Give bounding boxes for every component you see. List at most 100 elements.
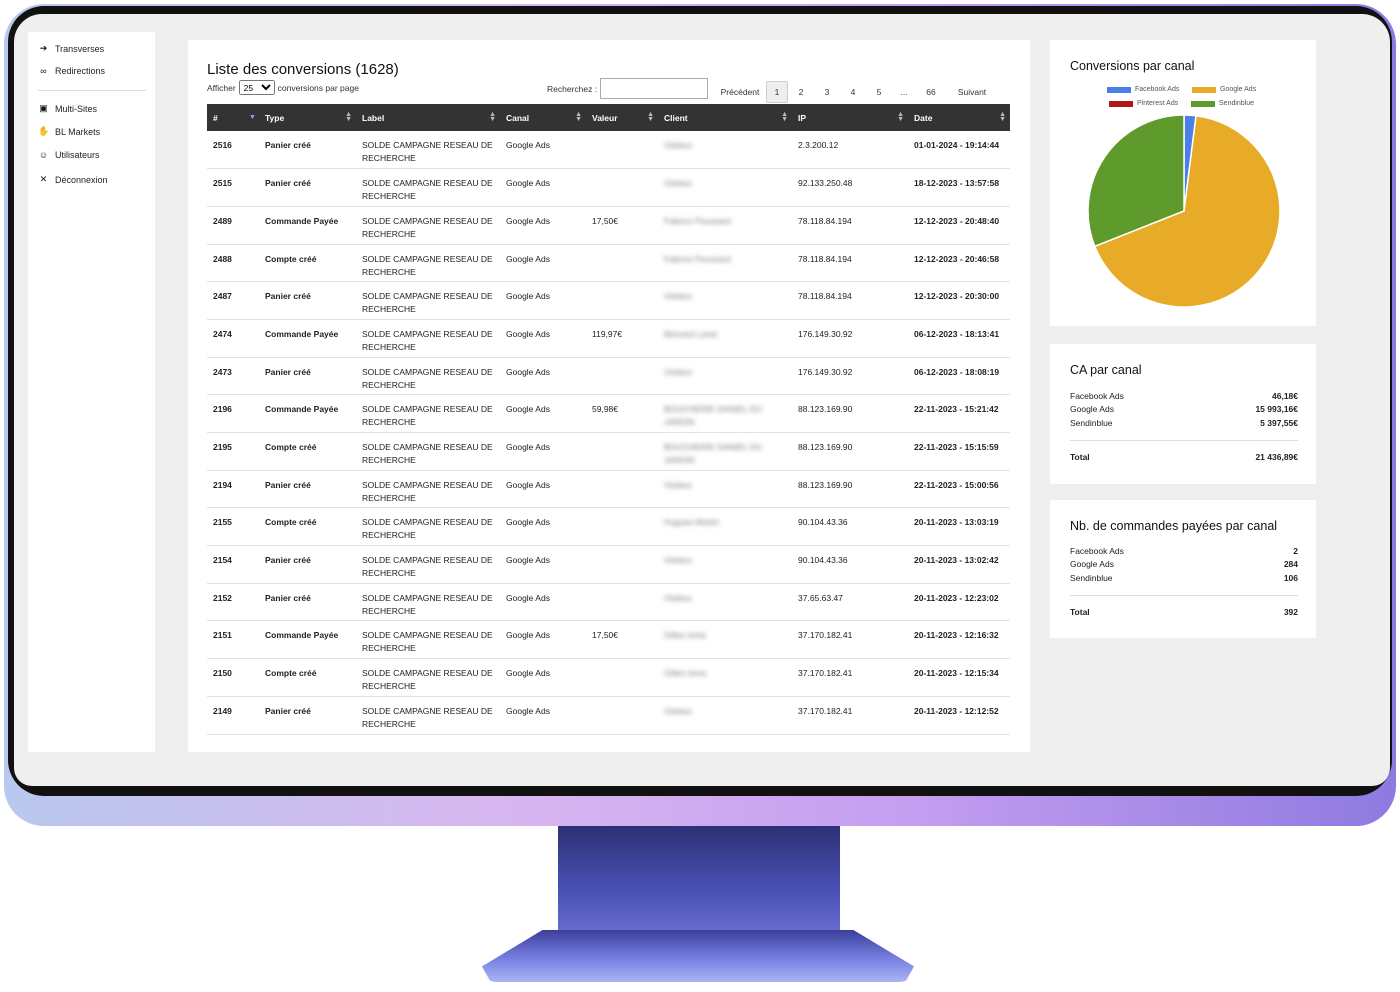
table-row[interactable]: 2151 Commande Payée SOLDE CAMPAGNE RESEAU … <box>207 620 1010 660</box>
page-button-5[interactable]: 5 <box>876 87 882 97</box>
pie-slice-sendinblue[interactable] <box>1087 114 1185 248</box>
card-title: Conversions par canal <box>1070 59 1195 73</box>
sidebar-item-label: Utilisateurs <box>55 150 100 160</box>
pie-slice-google-ads[interactable] <box>1093 114 1281 308</box>
cell-date: 20-11-2023 - 12:16:32 <box>908 620 1010 660</box>
table-row[interactable]: 2489 Commande Payée SOLDE CAMPAGNE RESEAU … <box>207 206 1010 245</box>
cell-id: 2151 <box>207 620 259 660</box>
cell-client: Visiteur <box>658 357 792 396</box>
cell-label: SOLDE CAMPAGNE RESEAU DE RECHERCHE <box>356 281 500 320</box>
table-row[interactable]: 2196 Commande Payée SOLDE CAMPAGNE RESEAU … <box>207 394 1010 433</box>
sidebar-item-redirections[interactable]: ∞ Redirections <box>38 66 105 76</box>
table-row[interactable]: 2473 Panier créé SOLDE CAMPAGNE RESEAU DE … <box>207 357 1010 396</box>
sidebar-item-label: Multi-Sites <box>55 103 98 114</box>
arrow-left-icon: ➔ <box>39 43 48 53</box>
table-row[interactable]: 2195 Compte créé SOLDE CAMPAGNE RESEAU DE … <box>207 432 1010 471</box>
search-input[interactable] <box>600 78 709 99</box>
cell-label: SOLDE CAMPAGNE RESEAU DE RECHERCHE <box>356 545 500 584</box>
orders-total-row: Total 392 <box>1070 607 1298 617</box>
users-icon: ☺ <box>38 150 49 160</box>
cell-type: Panier créé <box>259 696 356 735</box>
cell-label: SOLDE CAMPAGNE RESEAU DE RECHERCHE <box>356 168 500 207</box>
cell-date: 20-11-2023 - 12:12:52 <box>908 696 1010 735</box>
cell-ip: 90.104.43.36 <box>792 545 908 584</box>
conversions-panel: Liste des conversions (1628) Afficher 25… <box>188 40 1030 752</box>
cell-valeur <box>586 357 658 396</box>
cell-ip: 37.170.182.41 <box>792 696 908 735</box>
show-label: Afficher <box>207 82 236 93</box>
cell-canal: Google Ads <box>500 583 586 622</box>
table-row[interactable]: 2154 Panier créé SOLDE CAMPAGNE RESEAU DE … <box>207 545 1010 584</box>
table-row[interactable]: 2150 Compte créé SOLDE CAMPAGNE RESEAU DE … <box>207 658 1010 697</box>
legend-item-pinterest[interactable]: Pinterest Ads <box>1109 100 1178 107</box>
cell-ip: 78.118.84.194 <box>792 244 908 283</box>
cell-date: 01-01-2024 - 19:14:44 <box>908 131 1010 170</box>
sidebar-item-deconnexion[interactable]: ✕ Déconnexion <box>38 174 108 185</box>
legend-item-sendinblue[interactable]: Sendinblue <box>1191 100 1254 107</box>
column-header-ip[interactable]: IP ▲ ▼ <box>792 104 908 131</box>
column-header-client[interactable]: Client ▲ ▼ <box>658 104 792 131</box>
table-row[interactable]: 2515 Panier créé SOLDE CAMPAGNE RESEAU DE … <box>207 168 1010 207</box>
cell-ip: 92.133.250.48 <box>792 168 908 207</box>
legend-swatch <box>1107 86 1131 93</box>
table-row[interactable]: 2516 Panier créé SOLDE CAMPAGNE RESEAU DE … <box>207 131 1010 170</box>
cell-valeur <box>586 470 658 509</box>
column-header-canal[interactable]: Canal ▲ ▼ <box>500 104 586 131</box>
cell-canal: Google Ads <box>500 696 586 735</box>
card-title: Nb. de commandes payées par canal <box>1070 519 1278 533</box>
table-row[interactable]: 2488 Compte créé SOLDE CAMPAGNE RESEAU DE … <box>207 244 1010 283</box>
sidebar-item-multi-sites[interactable]: ▣ Multi-Sites <box>38 103 97 114</box>
cell-valeur: 59,98€ <box>586 394 658 433</box>
table-row[interactable]: 2487 Panier créé SOLDE CAMPAGNE RESEAU DE … <box>207 281 1010 320</box>
table-row[interactable]: 2155 Compte créé SOLDE CAMPAGNE RESEAU DE … <box>207 507 1010 547</box>
cell-client: BOUCHERIE DANIEL DU JARDIN <box>658 394 792 433</box>
sort-icon: ▲ ▼ <box>647 111 654 123</box>
cell-label: SOLDE CAMPAGNE RESEAU DE RECHERCHE <box>356 131 500 170</box>
sort-icon: ▲ ▼ <box>575 111 582 123</box>
table-row[interactable]: 2149 Panier créé SOLDE CAMPAGNE RESEAU DE … <box>207 696 1010 735</box>
cell-canal: Google Ads <box>500 470 586 509</box>
sidebar-item-label: Redirections <box>55 66 106 76</box>
next-page-button[interactable]: Suivant <box>957 87 987 97</box>
cell-label: SOLDE CAMPAGNE RESEAU DE RECHERCHE <box>356 583 500 622</box>
monitor-stand <box>558 826 840 936</box>
cell-type: Commande Payée <box>259 206 356 245</box>
per-page-select[interactable]: 25 <box>238 80 275 95</box>
sort-desc-icon: ▼ <box>249 114 256 121</box>
sidebar-item-transverses[interactable]: ➔ Transverses <box>38 43 104 54</box>
cell-type: Panier créé <box>259 545 356 584</box>
cell-canal: Google Ads <box>500 432 586 471</box>
cell-id: 2152 <box>207 583 259 622</box>
page-button-3[interactable]: 3 <box>824 87 830 97</box>
cell-label: SOLDE CAMPAGNE RESEAU DE RECHERCHE <box>356 658 500 697</box>
table-row[interactable]: 2474 Commande Payée SOLDE CAMPAGNE RESEAU … <box>207 319 1010 358</box>
cell-label: SOLDE CAMPAGNE RESEAU DE RECHERCHE <box>356 696 500 735</box>
cell-id: 2155 <box>207 507 259 547</box>
cell-client: Visiteur <box>658 281 792 320</box>
cell-client: Visiteur <box>658 168 792 207</box>
page-button-66[interactable]: 66 <box>926 87 936 97</box>
cell-valeur: 17,50€ <box>586 206 658 245</box>
table-row[interactable]: 2152 Panier créé SOLDE CAMPAGNE RESEAU DE … <box>207 583 1010 622</box>
page-button-1[interactable]: 1 <box>766 81 788 103</box>
monitor-base <box>482 930 914 982</box>
sidebar-item-bl-markets[interactable]: ✋ BL Markets <box>38 126 100 137</box>
cell-label: SOLDE CAMPAGNE RESEAU DE RECHERCHE <box>356 620 500 660</box>
legend-item-google[interactable]: Google Ads <box>1192 86 1256 93</box>
column-header-valeur[interactable]: Valeur ▲ ▼ <box>586 104 658 131</box>
cell-type: Compte créé <box>259 658 356 697</box>
window-icon: ▣ <box>39 103 48 113</box>
legend-swatch <box>1191 100 1215 107</box>
page-button-4[interactable]: 4 <box>850 87 856 97</box>
legend-item-facebook[interactable]: Facebook Ads <box>1107 86 1179 93</box>
column-header-label[interactable]: Label ▲ ▼ <box>356 104 500 131</box>
page-button-2[interactable]: 2 <box>798 87 804 97</box>
column-header-type[interactable]: Type ▲ ▼ <box>259 104 356 131</box>
table-row[interactable]: 2194 Panier créé SOLDE CAMPAGNE RESEAU DE … <box>207 470 1010 509</box>
sidebar-divider <box>38 90 146 91</box>
prev-page-button[interactable]: Précédent <box>720 87 760 97</box>
column-header-id[interactable]: # ▼ <box>207 104 259 131</box>
column-header-date[interactable]: Date ▲ ▼ <box>908 104 1010 131</box>
sidebar-item-utilisateurs[interactable]: ☺ Utilisateurs <box>38 150 100 160</box>
cell-valeur <box>586 507 658 547</box>
